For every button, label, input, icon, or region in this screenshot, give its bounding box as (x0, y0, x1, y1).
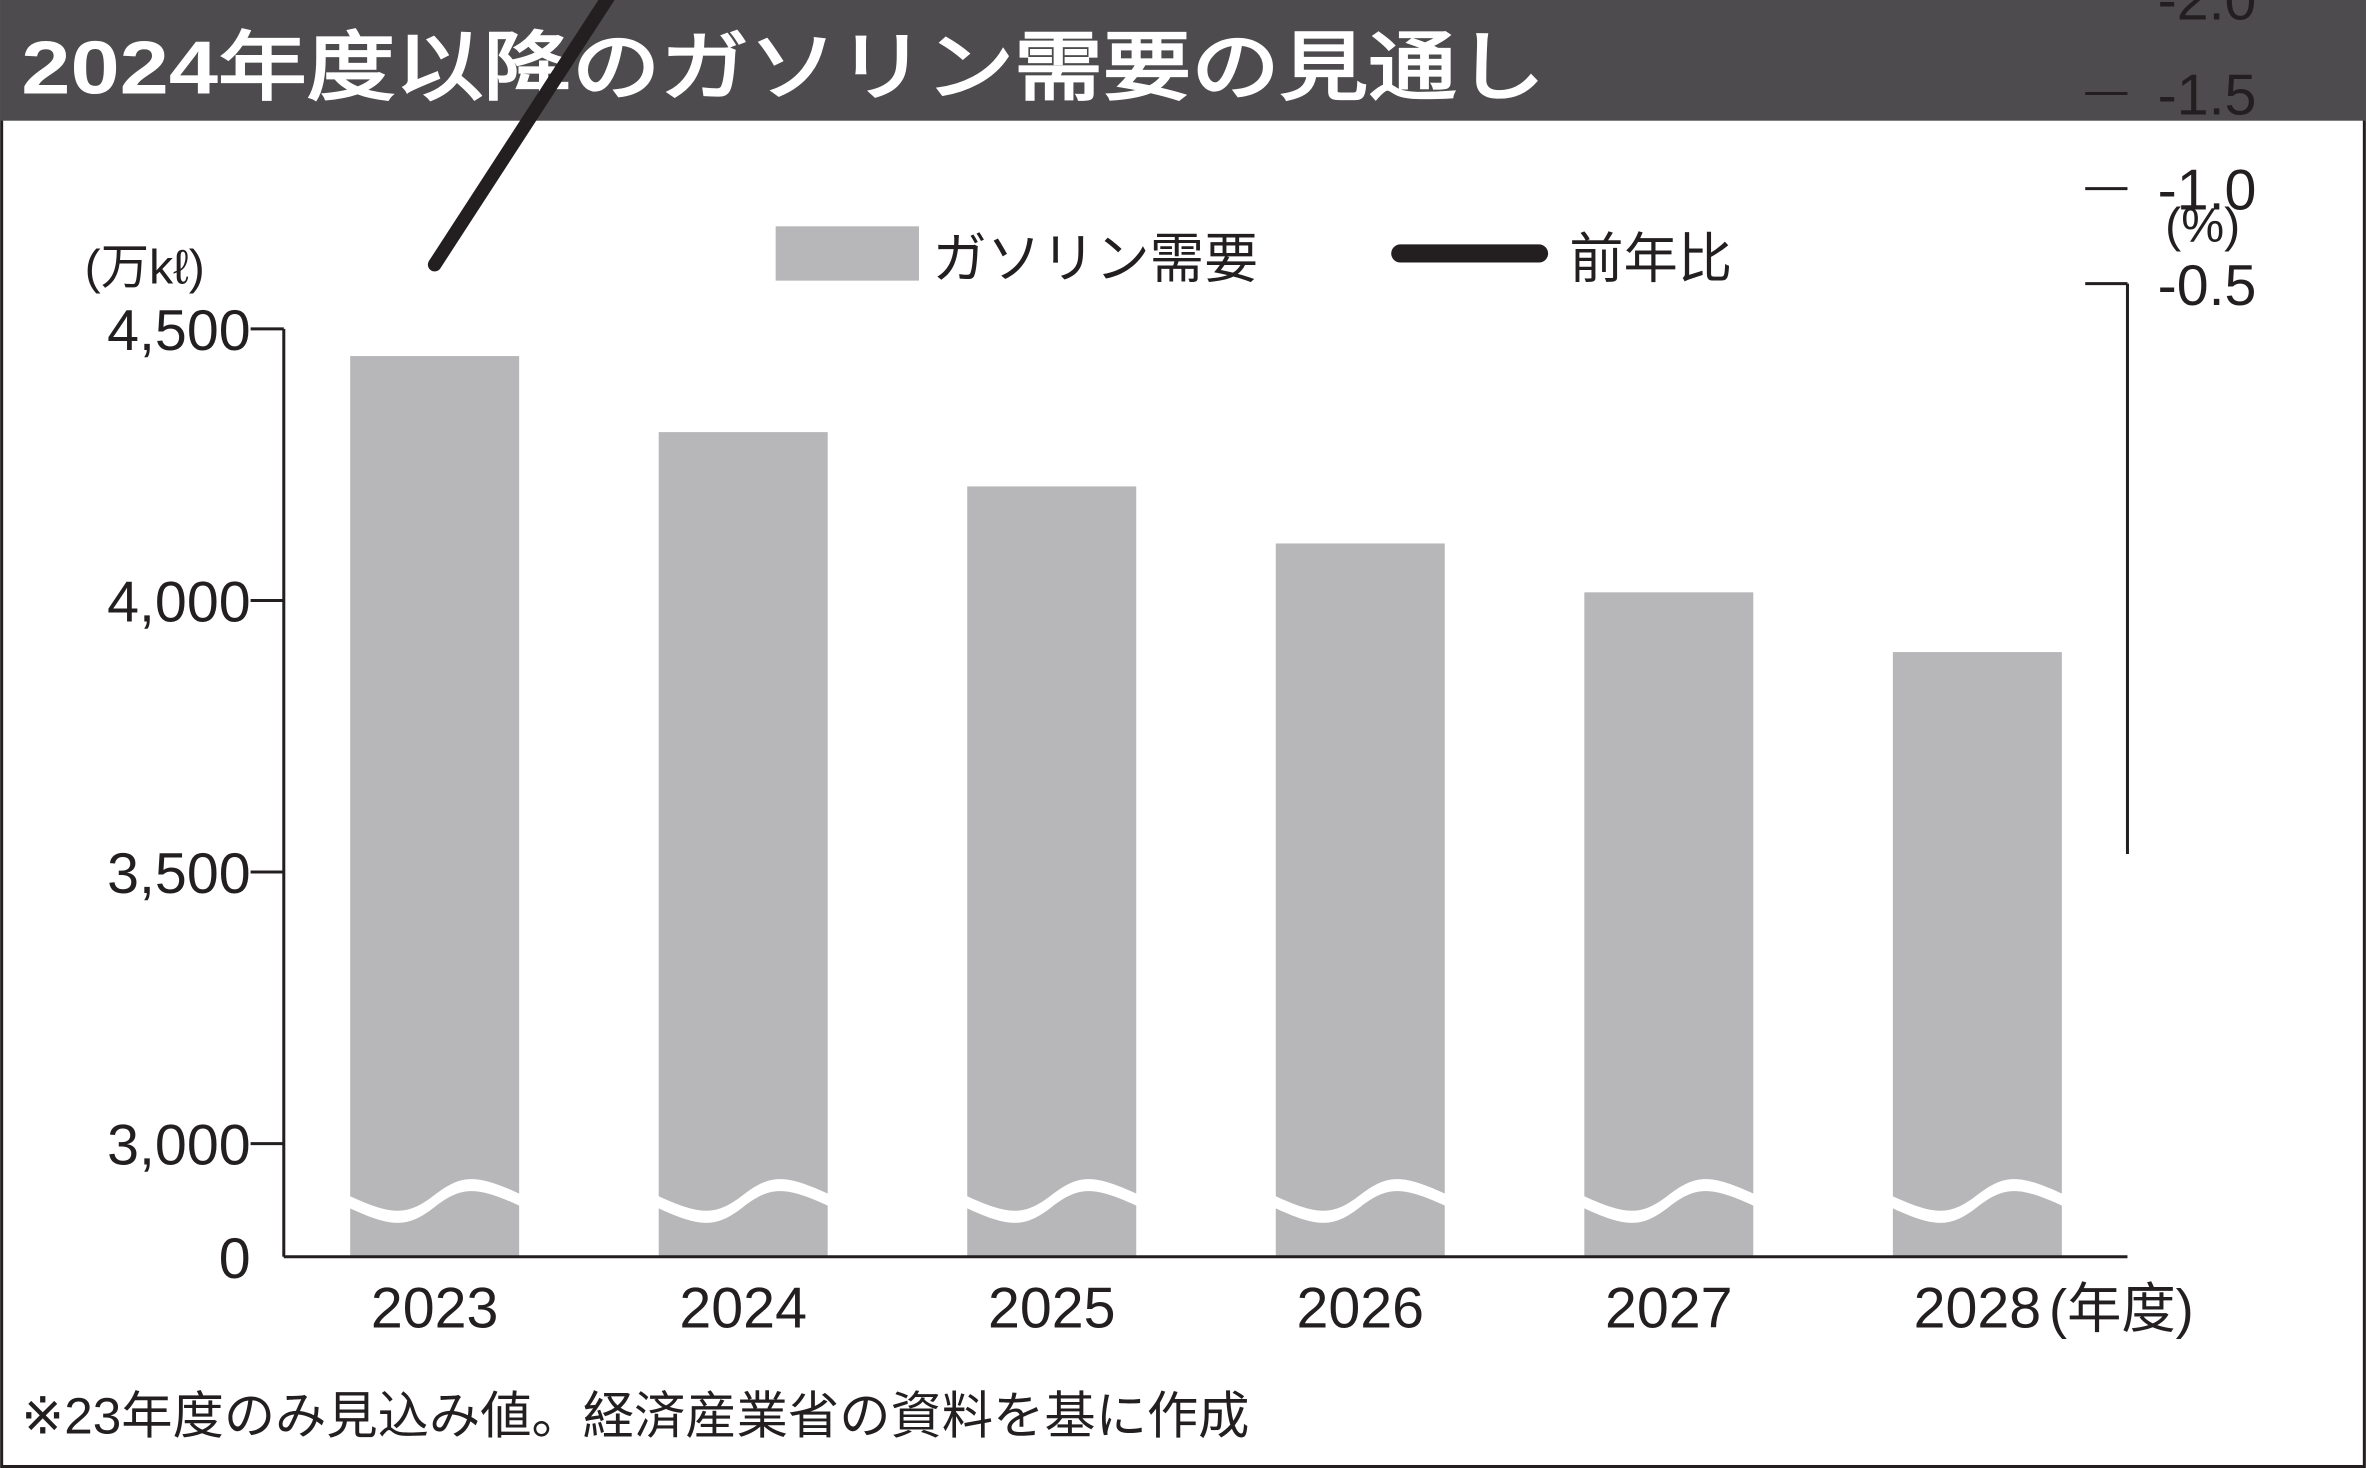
axes: 4,5004,0003,5003,0000-0.5-1.0-1.5-2.0-2.… (107, 0, 2256, 1341)
yoy-line (427, 0, 615, 272)
x-tick-label: 2025 (988, 1277, 1116, 1341)
x-tick-label: 2023 (371, 1277, 499, 1341)
bar-2023 (350, 356, 520, 1257)
right-tick-label: -2.0 (2158, 0, 2257, 33)
title-bar (0, 0, 2366, 121)
left-tick-label: 0 (219, 1227, 251, 1291)
legend-bar-swatch (775, 226, 919, 281)
bar-2024 (658, 432, 828, 1257)
axis-break-wave (655, 1179, 831, 1223)
left-tick-label: 4,000 (107, 571, 250, 635)
axis-break-wave (1889, 1179, 2065, 1223)
axis-break-wave (1272, 1179, 1448, 1223)
left-axis-unit: (万kℓ) (85, 241, 205, 295)
x-axis-unit: (年度) (2049, 1279, 2194, 1340)
axis-break-wave (347, 1179, 523, 1223)
footnote: ※23年度のみ見込み値。経済産業省の資料を基に作成 (21, 1387, 1249, 1444)
bars (350, 356, 2062, 1257)
bar-2025 (967, 486, 1137, 1257)
right-axis-unit: (%) (2165, 198, 2240, 252)
bar-2027 (1584, 592, 1754, 1257)
x-tick-label: 2027 (1605, 1277, 1733, 1341)
axis-break-wave (964, 1179, 1140, 1223)
left-tick-label: 3,500 (107, 842, 250, 906)
legend-bar-label: ガソリン需要 (933, 229, 1259, 290)
right-tick-label: -1.0 (2158, 159, 2257, 223)
axis-break-marks (347, 1179, 2065, 1223)
x-tick-label: 2028 (1914, 1277, 2042, 1341)
right-tick-label: -1.5 (2158, 64, 2257, 128)
x-tick-label: 2024 (679, 1277, 807, 1341)
left-tick-label: 4,500 (107, 299, 250, 363)
bar-2028 (1892, 652, 2062, 1257)
left-tick-label: 3,000 (107, 1114, 250, 1178)
chart-title: 2024年度以降のガソリン需要の見通し (21, 26, 1545, 110)
right-tick-label: -0.5 (2158, 254, 2257, 318)
bar-2026 (1275, 543, 1445, 1257)
axis-break-wave (1581, 1179, 1757, 1223)
legend-line-label: 前年比 (1569, 229, 1732, 290)
x-tick-label: 2026 (1297, 1277, 1425, 1341)
